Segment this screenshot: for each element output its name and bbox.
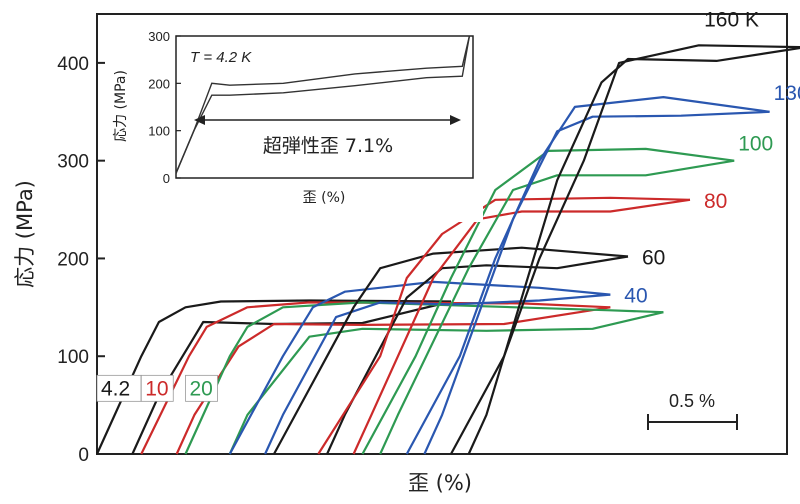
inset-temperature-note: T = 4.2 K: [190, 49, 252, 66]
main-y-axis-title: 応力 (MPa): [13, 180, 37, 288]
main-y-tick-label: 0: [78, 445, 89, 466]
inset-arrow-right-head: [450, 115, 461, 125]
unloading-curve: [264, 293, 611, 455]
temperature-label-box: [140, 374, 174, 402]
series-40-loop: [228, 280, 611, 455]
unloading-curve: [423, 110, 770, 455]
main-plot-frame: [96, 13, 788, 455]
main-y-tick-label: 300: [57, 152, 89, 173]
inset-loading-curve: [175, 35, 471, 174]
inset-background: [105, 20, 483, 222]
unloading-curve: [326, 255, 629, 455]
series-130-loop: [405, 96, 770, 455]
main-y-ticks: 0 100 200 300 400: [57, 54, 105, 466]
main-x-axis-title: 歪 (%): [408, 471, 472, 495]
unloading-curve: [228, 311, 664, 455]
inset-y-axis-title: 応力 (MPa): [113, 70, 129, 142]
unloading-curve: [467, 46, 800, 455]
inset-plot: 0 100 200 300 T = 4.2 K 超弾性歪 7.1% 歪 (%) 応力 …: [105, 20, 483, 222]
temperature-label-10: 10: [145, 377, 168, 400]
loading-curve: [184, 301, 664, 455]
main-y-tick-label: 400: [57, 54, 89, 75]
unloading-curve: [175, 306, 611, 455]
inset-superelastic-annotation: 超弾性歪 7.1%: [263, 135, 393, 157]
inset-y-ticks: 0 100 200 300: [148, 29, 181, 186]
loading-curve: [140, 301, 611, 455]
main-y-tick-label: 200: [57, 249, 89, 270]
temperature-label-80: 80: [704, 190, 727, 213]
temperature-label-40: 40: [624, 285, 647, 308]
temperature-label-160-k: 160 K: [704, 9, 759, 32]
loading-curve: [228, 280, 611, 455]
inset-y-tick-label: 300: [148, 29, 170, 44]
unloading-curve: [352, 198, 691, 455]
inset-x-axis-title: 歪 (%): [303, 190, 346, 206]
loading-curve: [95, 299, 452, 455]
series-10-loop: [140, 301, 611, 455]
temperature-label-20: 20: [190, 377, 213, 400]
strain-scale-bar: 0.5 %: [647, 391, 738, 430]
inset-y-tick-label: 0: [163, 171, 170, 186]
inset-y-tick-label: 200: [148, 76, 170, 91]
main-y-tick-label: 100: [57, 347, 89, 368]
series-160-k-loop: [450, 44, 800, 455]
loading-curve: [405, 96, 770, 455]
loading-curve: [273, 246, 629, 455]
series-100-loop: [361, 147, 735, 455]
unloading-curve: [379, 159, 735, 455]
loading-curve: [317, 196, 691, 455]
temperature-label-130: 130: [774, 82, 800, 105]
series-20-loop: [184, 301, 664, 455]
inset-frame: [175, 35, 474, 179]
inset-y-tick-label: 100: [148, 124, 170, 139]
loading-curve: [361, 147, 735, 455]
temperature-label-4.2: 4.2: [101, 377, 130, 400]
temperature-label-60: 60: [642, 246, 665, 269]
scale-bar-label: 0.5 %: [669, 391, 715, 411]
main-curves: [95, 44, 800, 455]
temperature-label-100: 100: [738, 133, 773, 156]
inset-arrow-left-head: [194, 115, 205, 125]
series-60-loop: [273, 246, 629, 455]
temperature-labels: 4.2 10 20 40 60 80 100 130 160 K: [96, 9, 800, 402]
temperature-label-box: [185, 374, 218, 402]
